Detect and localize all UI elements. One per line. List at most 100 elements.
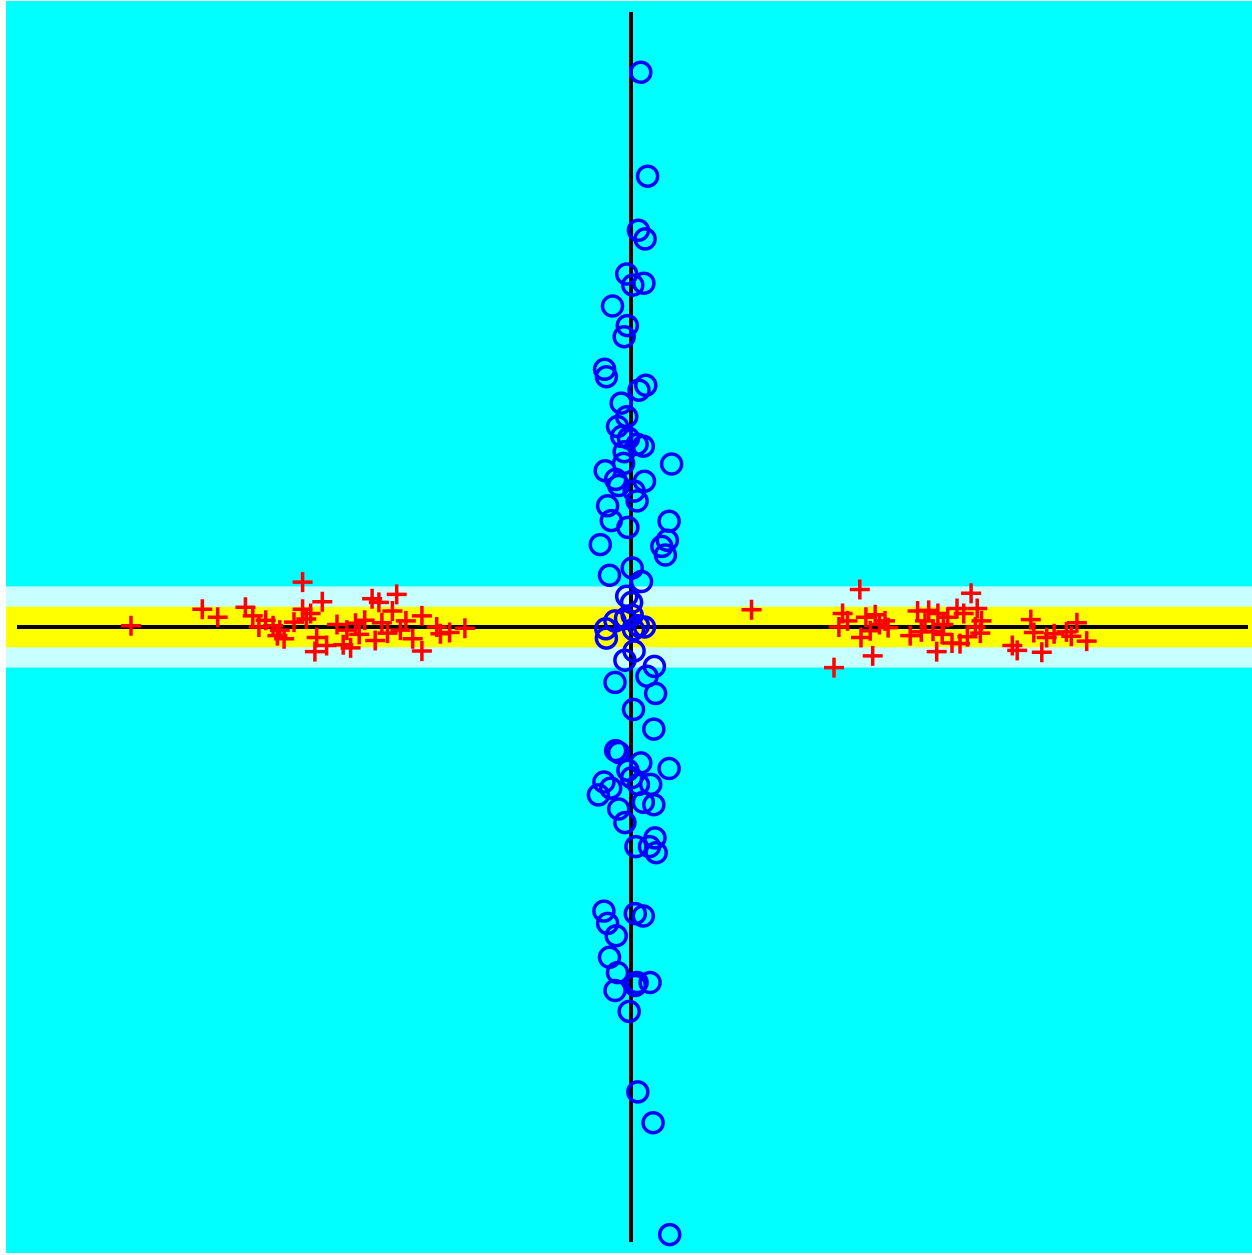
circle-point <box>625 489 649 513</box>
plus-point <box>971 610 992 631</box>
circle-point <box>633 227 657 251</box>
circle-point <box>643 681 668 706</box>
circle-point <box>642 792 666 817</box>
circle-point <box>621 697 646 722</box>
plus-point <box>121 615 141 636</box>
plus-point <box>402 628 423 649</box>
plus-point <box>454 618 475 639</box>
plus-point <box>927 603 948 624</box>
circle-point <box>606 473 631 498</box>
plus-point <box>274 628 295 649</box>
plus-point <box>207 607 228 628</box>
plus-point <box>862 645 883 666</box>
plus-point <box>937 607 958 628</box>
circle-point <box>606 740 631 765</box>
circle-point <box>606 797 631 821</box>
circle-point <box>600 294 625 318</box>
circle-point <box>592 770 616 794</box>
circle-point <box>592 899 616 923</box>
series-plus <box>121 572 1097 678</box>
circle-point <box>631 904 656 928</box>
plus-point <box>1056 621 1077 642</box>
plus-point <box>915 610 935 631</box>
circle-point <box>595 494 620 518</box>
circle-point <box>622 479 646 503</box>
plus-point <box>918 600 939 621</box>
circle-point <box>612 324 636 349</box>
circle-point <box>609 391 633 415</box>
plus-point <box>855 607 876 628</box>
plus-point <box>411 605 432 626</box>
plus-point <box>1007 640 1028 661</box>
plus-point <box>354 610 375 631</box>
plus-point <box>741 599 762 620</box>
plus-point <box>292 572 313 593</box>
plus-point <box>824 657 844 678</box>
circle-point <box>657 1222 682 1247</box>
plus-point <box>345 613 366 634</box>
circle-point <box>613 810 637 835</box>
circle-point <box>638 970 662 995</box>
circle-point <box>597 563 622 588</box>
plus-point <box>878 617 899 638</box>
plus-point <box>371 612 392 633</box>
plus-point <box>304 641 325 662</box>
circle-point <box>612 439 636 464</box>
plus-point <box>386 584 407 605</box>
circle-point <box>594 617 618 641</box>
circle-point <box>603 978 627 1003</box>
plus-point <box>849 579 870 600</box>
series-circle <box>586 60 684 1247</box>
plus-point <box>1044 623 1065 644</box>
circle-point <box>631 790 656 815</box>
plus-point <box>269 620 290 641</box>
plus-point <box>411 641 432 661</box>
plus-point <box>340 637 361 658</box>
plus-point <box>439 622 460 643</box>
plus-point <box>900 625 921 646</box>
circle-point <box>629 60 653 85</box>
series-layer <box>121 60 1097 1247</box>
circle-point <box>653 543 678 567</box>
plus-point <box>953 603 974 624</box>
plus-point <box>192 599 213 620</box>
circle-point <box>603 670 627 695</box>
plus-point <box>926 641 947 662</box>
circle-point <box>632 615 657 639</box>
circle-point <box>642 717 666 741</box>
plus-point <box>312 591 333 612</box>
circle-point <box>632 271 656 295</box>
plus-point <box>837 610 858 631</box>
plus-point <box>1066 612 1087 633</box>
plus-point <box>967 598 988 619</box>
circle-point <box>659 452 684 476</box>
circle-point <box>594 364 619 389</box>
circle-point <box>637 834 662 859</box>
circle-point <box>588 532 613 557</box>
plus-point <box>242 605 263 626</box>
circle-point <box>626 1080 650 1104</box>
plus-point <box>368 592 389 613</box>
plus-point <box>1031 642 1052 663</box>
plus-point <box>300 603 321 624</box>
circle-point <box>594 626 619 650</box>
plus-point <box>1002 635 1023 656</box>
plus-point <box>1020 609 1041 630</box>
circle-point <box>598 776 623 800</box>
plus-point <box>349 624 370 645</box>
plus-point <box>284 612 304 633</box>
circle-point <box>635 164 660 188</box>
plus-point <box>923 621 943 642</box>
circle-point <box>616 515 640 540</box>
plus-point <box>377 623 398 644</box>
circle-point <box>604 923 628 948</box>
circle-point <box>629 569 654 594</box>
circle-point <box>657 756 681 781</box>
plus-point <box>382 601 403 621</box>
plus-point <box>1023 622 1044 643</box>
plus-point <box>365 630 386 651</box>
circle-point <box>627 378 651 402</box>
circle-point <box>641 1110 665 1135</box>
circle-point <box>655 528 680 553</box>
